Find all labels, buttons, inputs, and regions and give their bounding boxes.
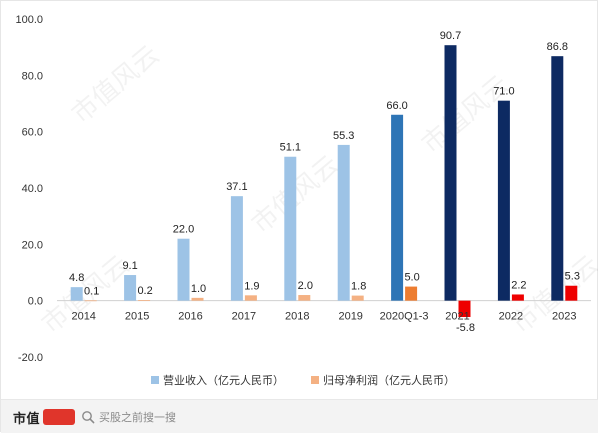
legend-swatch-profit (311, 376, 319, 384)
profit-data-label: -5.8 (456, 322, 475, 334)
search-placeholder: 买股之前搜一搜 (99, 412, 176, 424)
x-category-label: 2016 (178, 311, 202, 323)
revenue-data-label: 66.0 (386, 100, 407, 112)
profit-data-label: 5.3 (565, 271, 580, 283)
legend-label-revenue: 营业收入（亿元人民币） (163, 373, 284, 387)
brand-logo-badge (43, 409, 76, 425)
revenue-data-label: 71.0 (493, 86, 514, 98)
y-tick-label: 80.0 (22, 70, 43, 82)
x-category-label: 2022 (499, 311, 523, 323)
revenue-bar (284, 156, 297, 301)
x-category-label: 2023 (552, 311, 576, 323)
profit-bar (565, 285, 578, 301)
profit-bar (84, 300, 97, 302)
revenue-data-label: 4.8 (69, 272, 84, 284)
revenue-bar (551, 56, 564, 301)
revenue-bar (391, 114, 404, 301)
profit-bar (511, 294, 524, 301)
profit-bar (351, 295, 364, 301)
profit-data-label: 5.0 (404, 272, 419, 284)
profit-bar (244, 295, 257, 301)
revenue-bar (70, 287, 83, 301)
profit-data-label: 1.0 (191, 283, 206, 295)
profit-bar (298, 295, 311, 301)
profit-bar (405, 286, 418, 301)
profit-data-label: 2.2 (511, 279, 526, 291)
search-icon (82, 411, 95, 424)
y-tick-label: 0.0 (28, 296, 43, 308)
revenue-bar (124, 275, 137, 301)
revenue-data-label: 9.1 (122, 260, 137, 272)
profit-data-label: 1.9 (244, 280, 259, 292)
revenue-bar (337, 144, 350, 301)
profit-data-label: 2.0 (298, 280, 313, 292)
y-tick-label: -20.0 (18, 352, 43, 364)
x-category-label: 2018 (285, 311, 309, 323)
profit-data-label: 1.8 (351, 281, 366, 293)
revenue-data-label: 22.0 (173, 224, 194, 236)
profit-bar (191, 297, 204, 301)
profit-bar (138, 300, 151, 301)
profit-bar (458, 300, 471, 318)
revenue-data-label: 86.8 (547, 41, 568, 53)
x-category-label: 2017 (232, 311, 256, 323)
y-tick-label: 100.0 (15, 14, 43, 26)
y-tick-label: 60.0 (22, 127, 43, 139)
y-tick-label: 20.0 (22, 239, 43, 251)
revenue-bar (230, 196, 243, 301)
x-category-label: 2015 (125, 311, 149, 323)
revenue-bar (177, 238, 190, 301)
legend-label-profit: 归母净利润（亿元人民币） (323, 373, 455, 387)
x-category-label: 2020Q1-3 (380, 311, 429, 323)
x-category-label: 2014 (71, 311, 95, 323)
profit-data-label: 0.1 (84, 285, 99, 297)
search-box[interactable]: 买股之前搜一搜 (81, 407, 176, 427)
y-tick-label: 40.0 (22, 183, 43, 195)
footer-bar: 市值 买股之前搜一搜 (1, 399, 598, 433)
profit-data-label: 0.2 (137, 285, 152, 297)
x-category-label: 2019 (338, 311, 362, 323)
brand-logo[interactable]: 市值 (13, 407, 76, 427)
brand-name: 市值 (13, 410, 41, 426)
revenue-bar (444, 45, 457, 301)
revenue-data-label: 37.1 (226, 181, 247, 193)
watermark-text: 市值风云 (66, 40, 165, 130)
x-category-label: 2021 (445, 311, 469, 323)
legend-swatch-revenue (151, 376, 159, 384)
revenue-data-label: 55.3 (333, 130, 354, 142)
revenue-data-label: 51.1 (280, 142, 301, 154)
revenue-bar (497, 100, 510, 301)
revenue-data-label: 90.7 (440, 30, 461, 42)
